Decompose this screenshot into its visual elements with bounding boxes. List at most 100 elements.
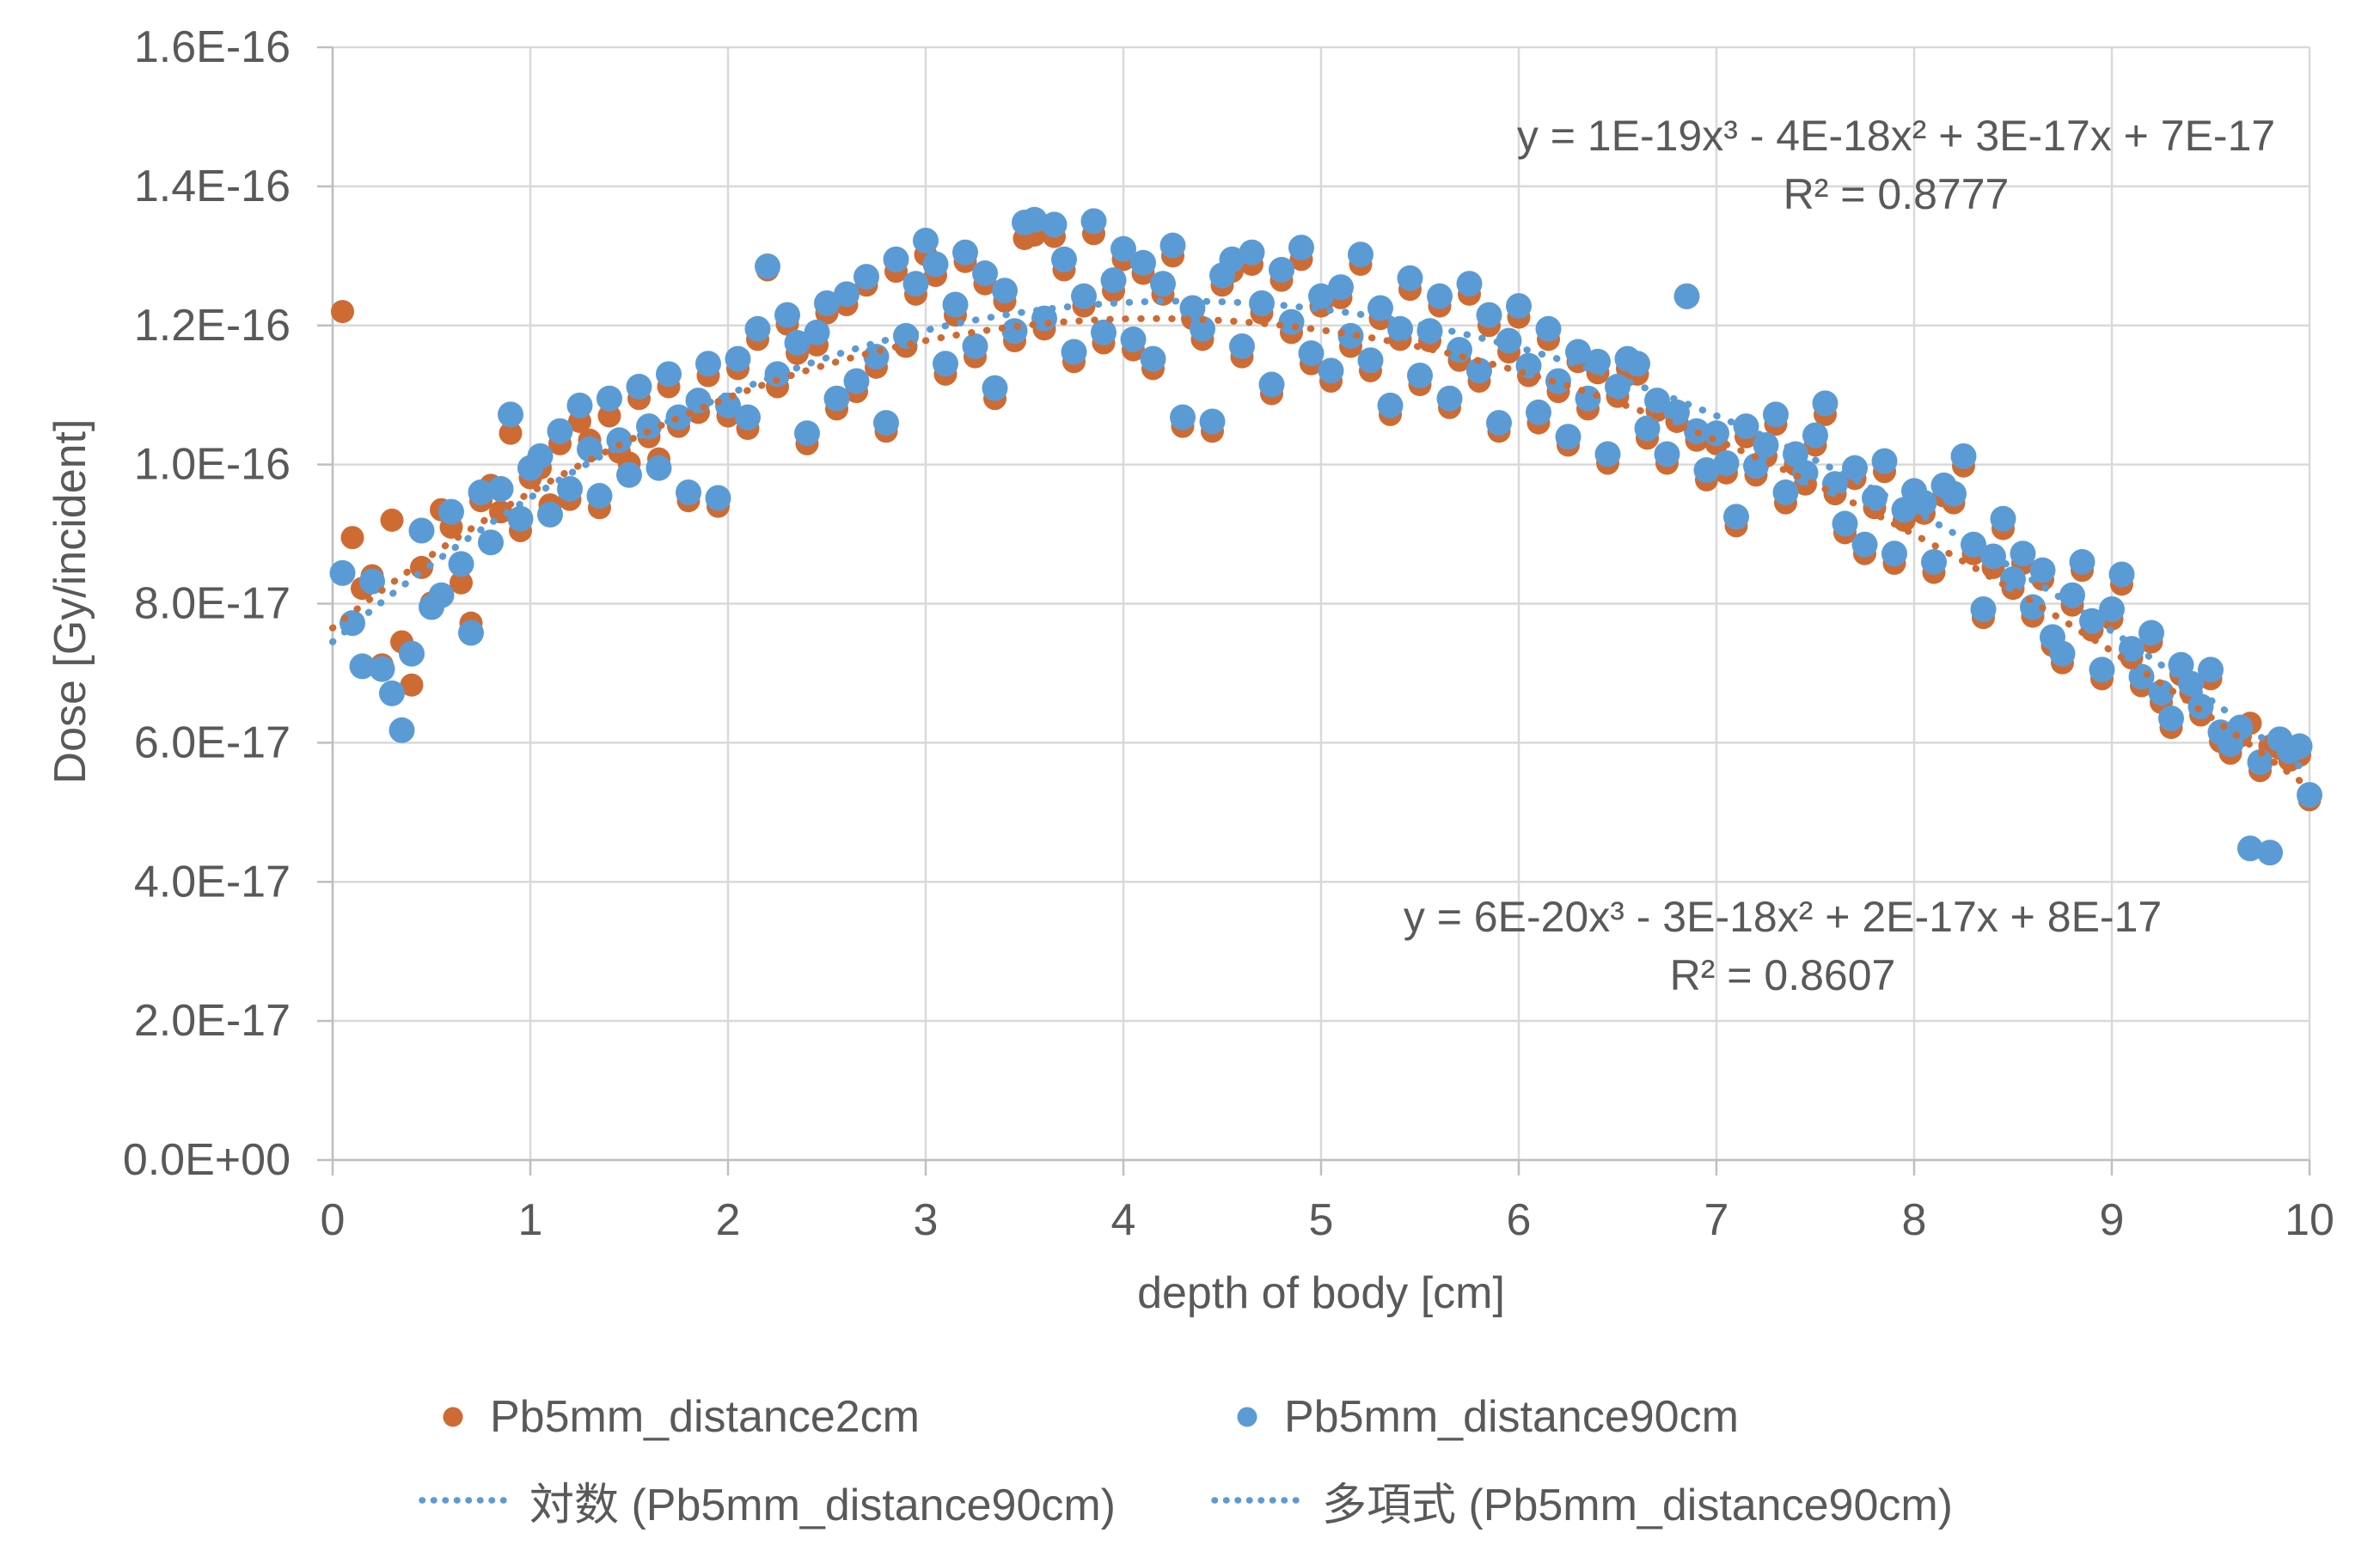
data-point-Pb5mm_distance90cm xyxy=(774,302,800,328)
data-point-Pb5mm_distance90cm xyxy=(1249,290,1275,316)
legend-item-trendline-poly: 多項式 (Pb5mm_distance90cm) xyxy=(1211,1476,1953,1530)
x-tick-label: 10 xyxy=(2285,1195,2334,1245)
y-tick-label: 2.0E-17 xyxy=(134,996,291,1046)
data-point-Pb5mm_distance90cm xyxy=(744,315,771,342)
data-point-Pb5mm_distance90cm xyxy=(1318,357,1344,384)
orange-dot-marker-icon xyxy=(443,1407,463,1427)
data-point-Pb5mm_distance90cm xyxy=(1239,239,1265,266)
data-point-Pb5mm_distance90cm xyxy=(1476,302,1502,328)
x-axis-title: depth of body [cm] xyxy=(1137,1268,1505,1318)
data-point-Pb5mm_distance90cm xyxy=(1061,339,1087,365)
data-point-Pb5mm_distance90cm xyxy=(843,368,870,394)
data-point-Pb5mm_distance90cm xyxy=(1693,457,1720,484)
data-point-Pb5mm_distance2cm xyxy=(597,404,621,428)
x-tick-label: 5 xyxy=(1309,1195,1334,1245)
data-point-Pb5mm_distance90cm xyxy=(1377,392,1404,418)
equation-annotation-top: y = 1E-19x³ - 4E-18x² + 3E-17x + 7E-17 R… xyxy=(1517,107,2275,223)
data-point-Pb5mm_distance90cm xyxy=(1990,505,2016,532)
data-point-Pb5mm_distance90cm xyxy=(1071,283,1097,309)
data-point-Pb5mm_distance90cm xyxy=(1159,232,1186,259)
data-point-Pb5mm_distance2cm xyxy=(380,508,404,532)
data-point-Pb5mm_distance90cm xyxy=(527,443,554,469)
data-point-Pb5mm_distance90cm xyxy=(1041,211,1068,238)
trendline-path xyxy=(329,297,2313,778)
data-point-Pb5mm_distance90cm xyxy=(1673,283,1700,309)
data-point-Pb5mm_distance90cm xyxy=(478,529,504,556)
legend-label-pb5mm-distance2cm: Pb5mm_distance2cm xyxy=(490,1392,920,1442)
data-point-Pb5mm_distance90cm xyxy=(1486,410,1512,437)
data-point-Pb5mm_distance90cm xyxy=(972,260,998,287)
data-point-Pb5mm_distance90cm xyxy=(1713,450,1740,477)
data-point-Pb5mm_distance90cm xyxy=(2119,636,2144,663)
data-point-Pb5mm_distance90cm xyxy=(487,475,514,502)
data-point-Pb5mm_distance90cm xyxy=(428,582,455,608)
data-point-Pb5mm_distance90cm xyxy=(764,361,791,388)
legend-item-pb5mm-distance2cm: Pb5mm_distance2cm xyxy=(442,1392,920,1442)
data-point-Pb5mm_distance90cm xyxy=(626,373,652,400)
legend-item-trendline-log: 対数 (Pb5mm_distance90cm) xyxy=(419,1476,1116,1530)
data-point-Pb5mm_distance2cm xyxy=(450,571,473,595)
data-point-Pb5mm_distance90cm xyxy=(804,319,830,345)
data-point-Pb5mm_distance90cm xyxy=(1594,441,1621,467)
data-point-Pb5mm_distance90cm xyxy=(507,505,534,532)
data-point-Pb5mm_distance90cm xyxy=(1229,333,1255,360)
data-point-Pb5mm_distance90cm xyxy=(1941,480,1967,507)
data-point-Pb5mm_distance90cm xyxy=(853,264,879,290)
data-point-Pb5mm_distance2cm xyxy=(331,300,354,324)
data-point-Pb5mm_distance90cm xyxy=(823,385,850,412)
data-point-Pb5mm_distance90cm xyxy=(2099,595,2125,622)
data-point-Pb5mm_distance90cm xyxy=(1743,453,1769,479)
data-point-Pb5mm_distance90cm xyxy=(557,475,583,502)
data-point-Pb5mm_distance90cm xyxy=(784,329,811,356)
data-point-Pb5mm_distance90cm xyxy=(2297,782,2322,809)
y-tick-label: 0.0E+00 xyxy=(123,1135,291,1185)
data-point-Pb5mm_distance90cm xyxy=(2257,840,2283,866)
data-point-Pb5mm_distance90cm xyxy=(982,375,1008,401)
x-tick-label: 8 xyxy=(1902,1195,1927,1245)
trendline-path xyxy=(329,314,2313,791)
data-point-Pb5mm_distance90cm xyxy=(1051,246,1077,272)
data-point-Pb5mm_distance90cm xyxy=(873,410,899,437)
data-point-Pb5mm_distance90cm xyxy=(814,290,840,316)
data-point-Pb5mm_distance90cm xyxy=(369,656,395,682)
data-point-Pb5mm_distance90cm xyxy=(962,333,988,360)
y-axis-title: Dose [Gy/incident] xyxy=(46,418,95,785)
data-point-Pb5mm_distance90cm xyxy=(1802,422,1828,449)
data-point-Pb5mm_distance90cm xyxy=(2010,540,2036,567)
data-point-Pb5mm_distance90cm xyxy=(1110,235,1136,262)
y-tick-label: 1.4E-16 xyxy=(134,162,291,211)
x-tick-label: 1 xyxy=(518,1195,543,1245)
data-point-Pb5mm_distance90cm xyxy=(1179,295,1206,321)
data-point-Pb5mm_distance90cm xyxy=(399,640,425,667)
data-point-Pb5mm_distance90cm xyxy=(676,479,701,505)
data-point-Pb5mm_distance90cm xyxy=(1258,371,1285,398)
data-point-Pb5mm_distance90cm xyxy=(1851,531,1878,558)
data-point-Pb5mm_distance90cm xyxy=(695,351,721,377)
data-point-Pb5mm_distance90cm xyxy=(1328,274,1354,301)
data-point-Pb5mm_distance90cm xyxy=(1021,206,1048,233)
data-point-Pb5mm_distance90cm xyxy=(725,345,751,372)
dotted-line-icon xyxy=(1211,1497,1308,1504)
y-tick-label: 1.0E-16 xyxy=(134,440,291,490)
data-point-Pb5mm_distance90cm xyxy=(1269,257,1294,283)
data-point-Pb5mm_distance90cm xyxy=(1091,319,1117,345)
data-point-Pb5mm_distance90cm xyxy=(1170,404,1196,430)
legend-item-pb5mm-distance90cm: Pb5mm_distance90cm xyxy=(1236,1392,1739,1442)
equation-top-r-squared: R² = 0.8777 xyxy=(1783,170,2010,218)
data-point-Pb5mm_distance90cm xyxy=(597,385,622,412)
x-tick-label: 3 xyxy=(914,1195,939,1245)
data-point-Pb5mm_distance90cm xyxy=(2089,656,2115,683)
data-point-Pb5mm_distance90cm xyxy=(1763,401,1789,428)
data-point-Pb5mm_distance90cm xyxy=(359,568,385,595)
x-tick-label: 7 xyxy=(1704,1195,1729,1245)
data-point-Pb5mm_distance90cm xyxy=(2108,561,2135,588)
data-point-Pb5mm_distance90cm xyxy=(1150,271,1176,297)
data-point-Pb5mm_distance90cm xyxy=(1436,385,1463,412)
data-point-Pb5mm_distance90cm xyxy=(1832,510,1858,537)
tick-labels: 0.0E+00 2.0E-17 4.0E-17 6.0E-17 8.0E-17 1.0E-… xyxy=(123,22,2334,1245)
data-point-Pb5mm_distance90cm xyxy=(379,680,405,706)
data-point-Pb5mm_distance90cm xyxy=(1337,322,1364,349)
x-tick-label: 0 xyxy=(321,1195,346,1245)
